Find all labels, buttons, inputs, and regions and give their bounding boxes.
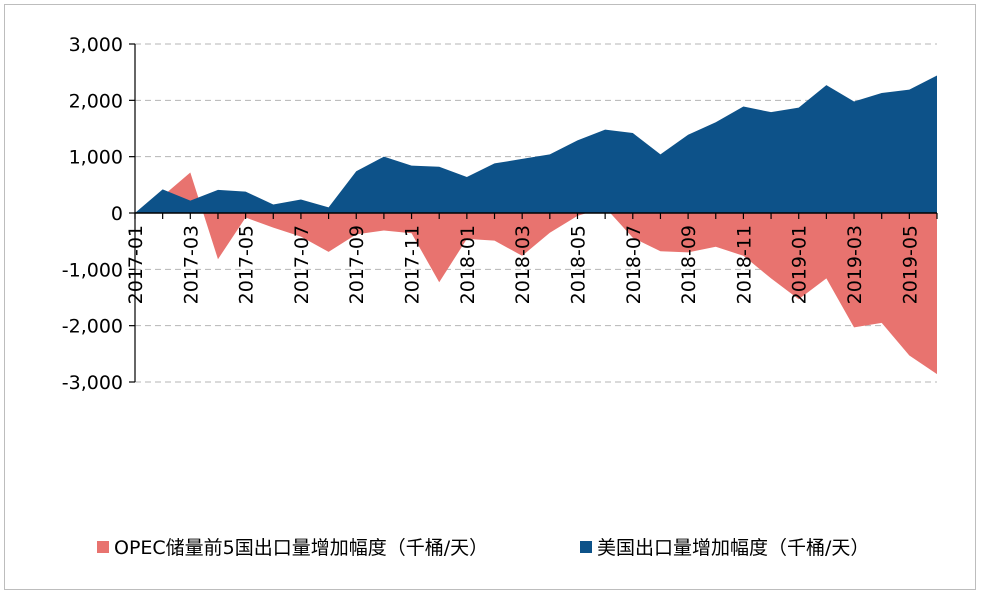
- axes: [129, 43, 938, 383]
- x-tick-label: 2019-03: [844, 225, 866, 304]
- us-exports-area: [135, 75, 937, 213]
- y-tick-label: 3,000: [69, 34, 123, 56]
- y-tick-label: -2,000: [62, 316, 123, 338]
- us-legend-label: 美国出口量增加幅度（千桶/天）: [597, 537, 869, 559]
- x-tick-label: 2018-11: [733, 225, 755, 304]
- y-tick-label: 0: [111, 203, 123, 225]
- x-tick-label: 2017-03: [180, 225, 202, 304]
- x-tick-label: 2019-05: [899, 225, 921, 304]
- opec-legend-swatch: [97, 541, 109, 553]
- y-tick-label: 1,000: [69, 147, 123, 169]
- x-tick-labels: 2017-01 2017-03 2017-05 2017-07 2017-09 2017-…: [125, 225, 921, 304]
- opec-exports-area: [135, 172, 937, 375]
- x-tick-label: 2017-11: [402, 225, 424, 304]
- y-tick-label: 2,000: [69, 90, 123, 112]
- x-tick-label: 2018-01: [457, 225, 479, 304]
- opec-legend-label: OPEC储量前5国出口量增加幅度（千桶/天）: [114, 537, 488, 559]
- y-tick-label: -3,000: [62, 372, 123, 394]
- x-tick-label: 2017-09: [346, 225, 368, 304]
- series-areas: [135, 75, 937, 375]
- x-tick-label: 2018-05: [567, 225, 589, 304]
- x-tick-label: 2017-05: [236, 225, 258, 304]
- y-tick-labels: 3,000 2,000 1,000 0 -1,000 -2,000 -3,000: [62, 34, 123, 394]
- x-tick-label: 2018-03: [512, 225, 534, 304]
- x-tick-label: 2018-07: [623, 225, 645, 304]
- x-tick-label: 2018-09: [678, 225, 700, 304]
- legend: OPEC储量前5国出口量增加幅度（千桶/天） 美国出口量增加幅度（千桶/天）: [97, 537, 869, 559]
- y-tick-label: -1,000: [62, 259, 123, 281]
- us-legend-swatch: [580, 541, 592, 553]
- x-tick-label: 2019-01: [789, 225, 811, 304]
- x-tick-label: 2017-07: [291, 225, 313, 304]
- x-tick-label: 2017-01: [125, 225, 147, 304]
